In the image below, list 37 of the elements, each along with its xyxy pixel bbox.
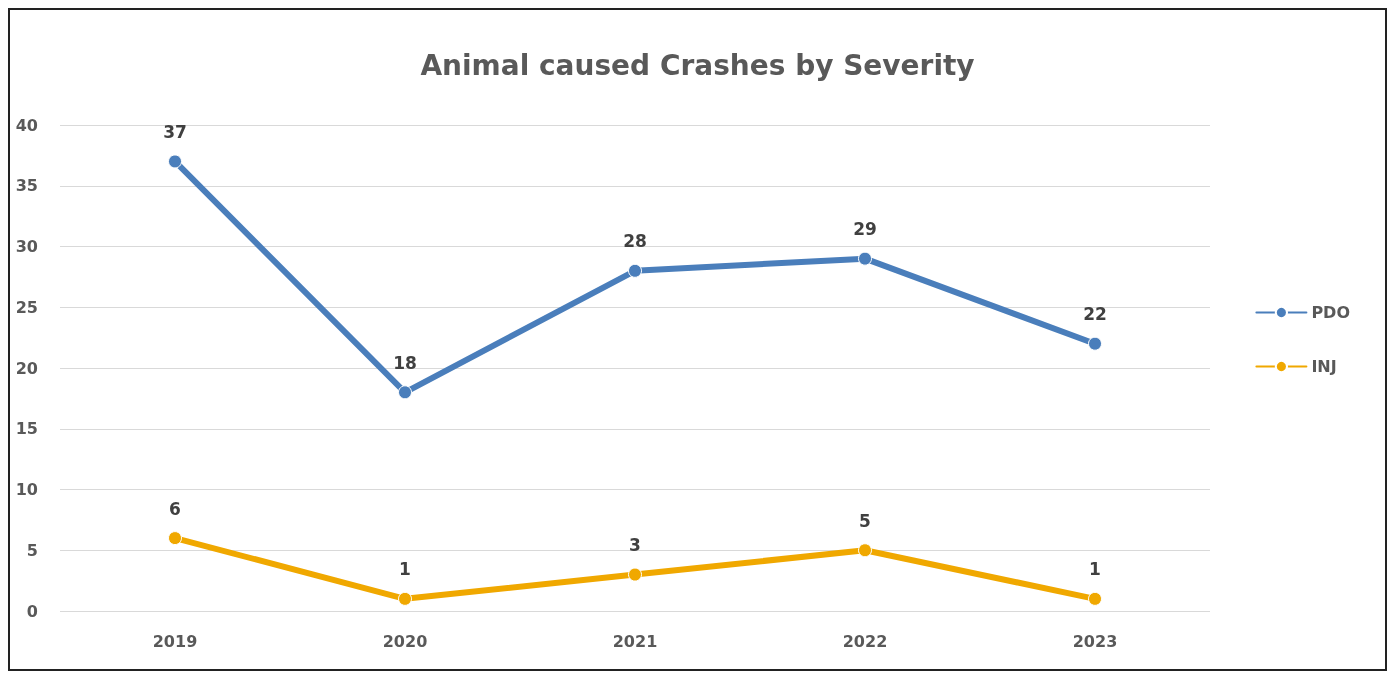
legend-label: INJ [1311, 357, 1337, 376]
y-tick-label: 5 [26, 540, 38, 560]
chart-title: Animal caused Crashes by Severity [420, 48, 975, 82]
point [858, 251, 872, 266]
data-label: 1 [1089, 559, 1101, 580]
data-label: 1 [399, 559, 411, 580]
point [628, 567, 642, 582]
data-label: 6 [169, 498, 181, 519]
y-tick-label: 40 [15, 115, 38, 135]
y-tick-label: 15 [15, 419, 38, 439]
point [398, 385, 412, 400]
x-tick-label: 2021 [612, 631, 658, 651]
y-tick-label: 20 [15, 358, 38, 378]
x-tick-label: 2023 [1072, 631, 1118, 651]
point [628, 263, 642, 278]
x-tick-label: 2019 [152, 631, 198, 651]
point [398, 591, 412, 606]
data-label: 37 [163, 121, 187, 142]
data-label: 28 [623, 231, 647, 252]
legend-label: PDO [1311, 303, 1350, 322]
point [1088, 591, 1102, 606]
point [1088, 336, 1102, 351]
data-label: 3 [629, 535, 641, 556]
y-tick-label: 35 [15, 176, 38, 196]
data-label: 18 [393, 352, 417, 373]
point [168, 154, 182, 169]
point [858, 543, 872, 558]
data-label: 22 [1083, 304, 1107, 325]
x-tick-label: 2020 [382, 631, 428, 651]
data-label: 5 [859, 510, 871, 531]
y-tick-label: 10 [15, 480, 38, 499]
y-tick-label: 30 [15, 237, 38, 256]
x-tick-label: 2022 [842, 631, 888, 651]
y-tick-label: 25 [15, 297, 38, 317]
point [168, 531, 182, 546]
y-tick-label: 0 [26, 601, 38, 621]
data-label: 29 [853, 219, 877, 240]
